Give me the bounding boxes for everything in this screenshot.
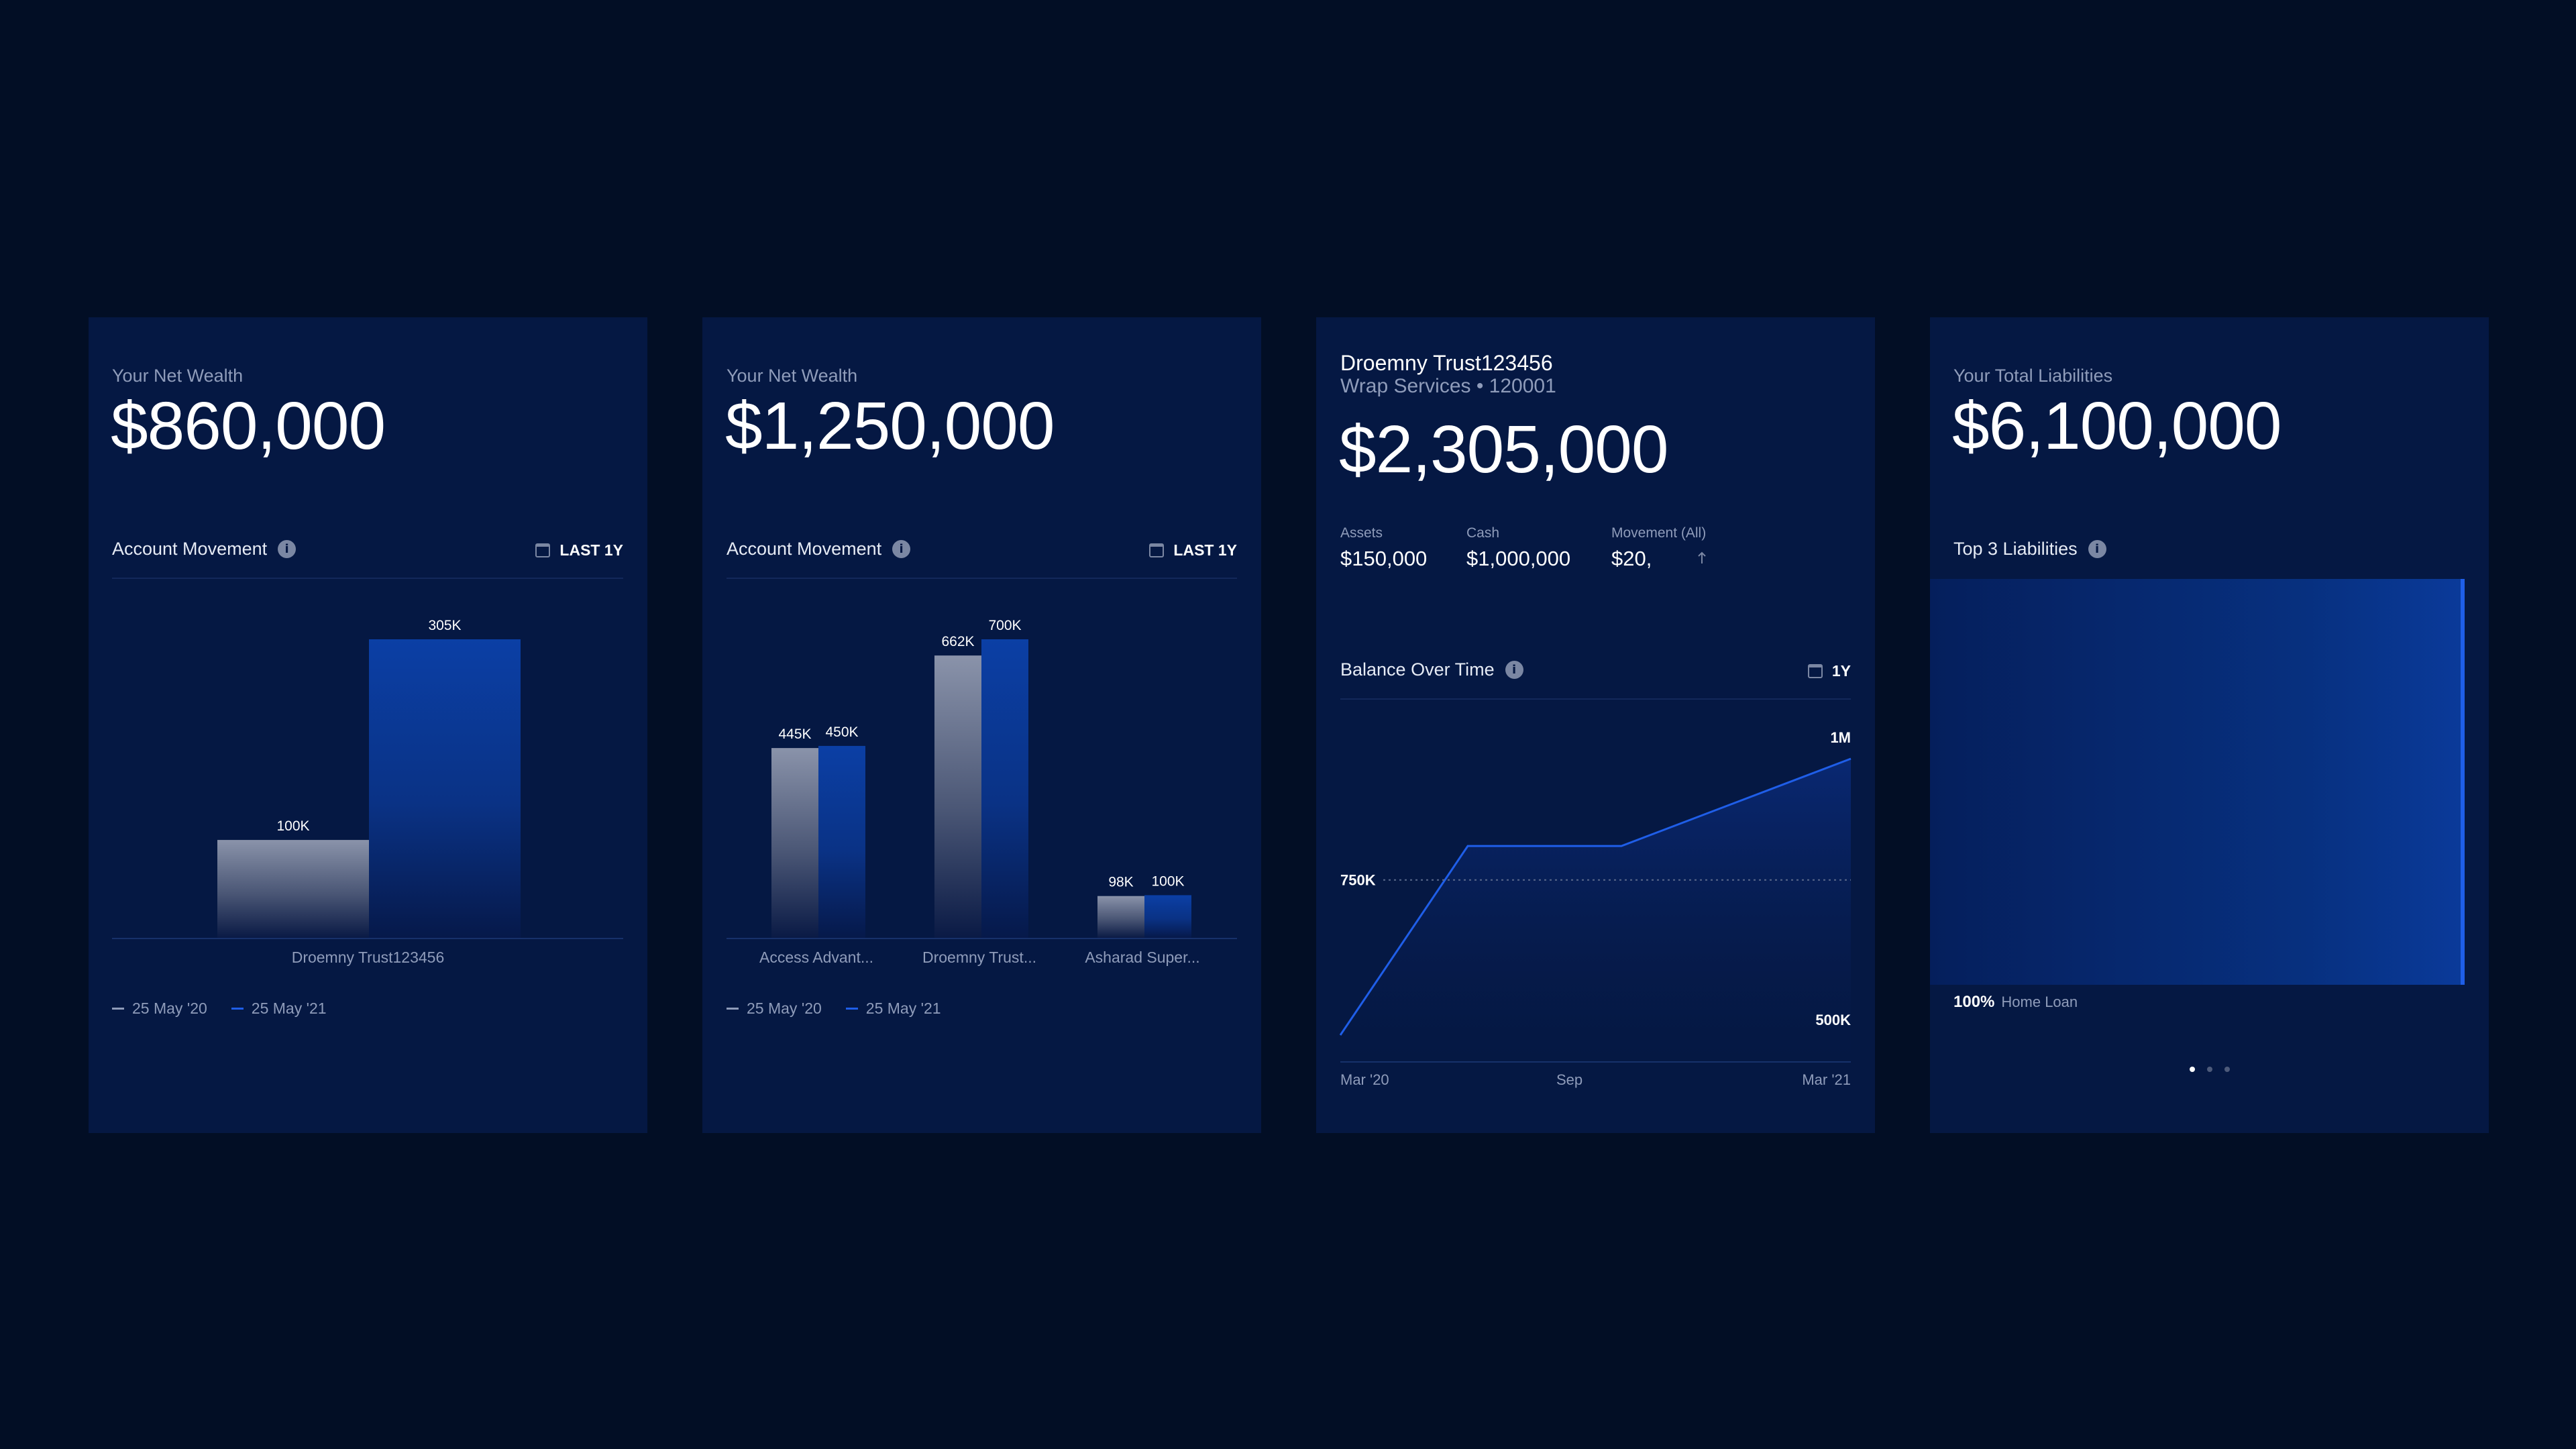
arrow-up-icon [1697, 551, 1707, 564]
chart-legend: 25 May '20 25 May '21 [727, 1000, 941, 1018]
liability-name: Home Loan [2001, 994, 2078, 1010]
stat-cash: Cash $1,000,000 [1466, 525, 1571, 570]
divider [112, 578, 623, 579]
bar-current[interactable] [1144, 895, 1191, 938]
category-label: Asharad Super... [1085, 949, 1200, 966]
section-title: Balance Over Time [1340, 659, 1495, 680]
card-label: Your Net Wealth [112, 366, 244, 386]
legend-item-prior: 25 May '20 [112, 1000, 207, 1018]
net-wealth-card-1: Your Net Wealth $860,000 Account Movemen… [89, 317, 647, 1133]
calendar-icon [1149, 543, 1165, 557]
account-movement-chart: 445K 450K 662K 700K 98K 100K [771, 618, 1191, 938]
legend-item-prior: 25 May '20 [727, 1000, 822, 1018]
bar-prior[interactable] [771, 748, 818, 938]
liability-bar-edge [2461, 579, 2465, 985]
section-title: Account Movement [727, 539, 882, 559]
bar-value-label: 98K [1108, 875, 1133, 890]
legend-item-current: 25 May '21 [231, 1000, 327, 1018]
bar-value-label: 450K [825, 724, 858, 740]
net-wealth-card-2: Your Net Wealth $1,250,000 Account Movem… [702, 317, 1261, 1133]
x-tick-label: Mar '21 [1802, 1071, 1851, 1088]
section-header: Top 3 Liabilities i [1953, 539, 2106, 559]
bar-current[interactable] [369, 639, 521, 938]
period-label: LAST 1Y [1173, 541, 1237, 559]
legend-swatch [231, 1008, 244, 1010]
y-tick-label: 500K [1815, 1012, 1851, 1028]
balance-line[interactable] [1339, 757, 1851, 1036]
info-icon[interactable]: i [892, 540, 911, 558]
card-label: Your Net Wealth [727, 366, 858, 386]
liability-legend: 100% Home Loan [1953, 993, 2078, 1012]
carousel-pager[interactable] [1930, 1067, 2489, 1072]
bar-prior[interactable] [217, 840, 369, 938]
bar-current[interactable] [981, 639, 1028, 938]
area-fill [1340, 759, 1851, 1061]
period-selector[interactable]: LAST 1Y [1149, 541, 1237, 559]
bar-value-label: 445K [778, 727, 811, 742]
account-subtitle: Wrap Services • 120001 [1340, 375, 1556, 397]
net-wealth-amount: $1,250,000 [725, 388, 1055, 464]
calendar-icon [1807, 664, 1823, 678]
info-icon[interactable]: i [1505, 661, 1523, 679]
stat-assets: Assets $150,000 [1340, 525, 1428, 570]
liability-percent: 100% [1953, 993, 1995, 1011]
bar-value-label: 100K [1151, 873, 1184, 889]
legend-item-current: 25 May '21 [845, 1000, 941, 1018]
account-movement-chart: 100K 305K [217, 618, 521, 938]
pager-dot[interactable] [2224, 1067, 2230, 1072]
balance-over-time-chart: 1M 750K 500K [1339, 729, 1851, 1061]
account-detail-card: Droemny Trust123456 Wrap Services • 1200… [1316, 317, 1875, 1133]
y-tick-label: 750K [1340, 872, 1376, 889]
pager-dot[interactable] [2189, 1067, 2195, 1072]
chart-legend: 25 May '20 25 May '21 [112, 1000, 327, 1018]
section-title: Top 3 Liabilities [1953, 539, 2078, 559]
liabilities-card: Your Total Liabilities $6,100,000 Top 3 … [1930, 317, 2489, 1133]
x-axis-line [112, 938, 623, 939]
category-label: Droemny Trust123456 [291, 949, 445, 966]
divider [727, 578, 1237, 579]
bar-prior[interactable] [934, 655, 981, 938]
info-icon[interactable]: i [2088, 540, 2106, 558]
period-selector[interactable]: 1Y [1807, 662, 1851, 680]
legend-swatch [727, 1008, 739, 1010]
bar-current[interactable] [818, 745, 865, 938]
bar-value-label: 662K [941, 634, 974, 649]
period-label: 1Y [1831, 662, 1851, 680]
section-title: Account Movement [112, 539, 268, 559]
liabilities-amount: $6,100,000 [1952, 388, 2282, 464]
y-tick-label: 1M [1830, 729, 1851, 746]
period-selector[interactable]: LAST 1Y [535, 541, 623, 559]
legend-swatch [845, 1008, 858, 1010]
x-tick-label: Sep [1556, 1071, 1583, 1088]
bar-value-label: 700K [988, 618, 1021, 633]
bar-value-label: 305K [428, 618, 461, 633]
category-label: Access Advant... [759, 949, 874, 966]
calendar-icon [535, 543, 551, 557]
net-wealth-amount: $860,000 [111, 388, 386, 464]
card-label: Your Total Liabilities [1953, 366, 2113, 386]
category-label: Droemny Trust... [922, 949, 1036, 966]
x-axis-line [727, 938, 1237, 939]
section-header: Account Movement i [112, 539, 297, 559]
section-header: Balance Over Time i [1340, 659, 1523, 680]
x-tick-label: Mar '20 [1340, 1071, 1389, 1088]
liability-bar-home-loan[interactable] [1930, 579, 2465, 985]
section-header: Account Movement i [727, 539, 911, 559]
pager-dot[interactable] [2206, 1067, 2212, 1072]
divider [1340, 698, 1851, 700]
account-balance: $2,305,000 [1339, 412, 1668, 487]
x-axis-line [1340, 1061, 1851, 1063]
bar-prior[interactable] [1097, 896, 1144, 938]
info-icon[interactable]: i [278, 540, 297, 558]
bar-value-label: 100K [276, 818, 309, 834]
stat-movement: Movement (All) $20, [1611, 525, 1707, 570]
period-label: LAST 1Y [559, 541, 623, 559]
legend-swatch [112, 1008, 124, 1010]
account-title: Droemny Trust123456 [1340, 351, 1553, 375]
